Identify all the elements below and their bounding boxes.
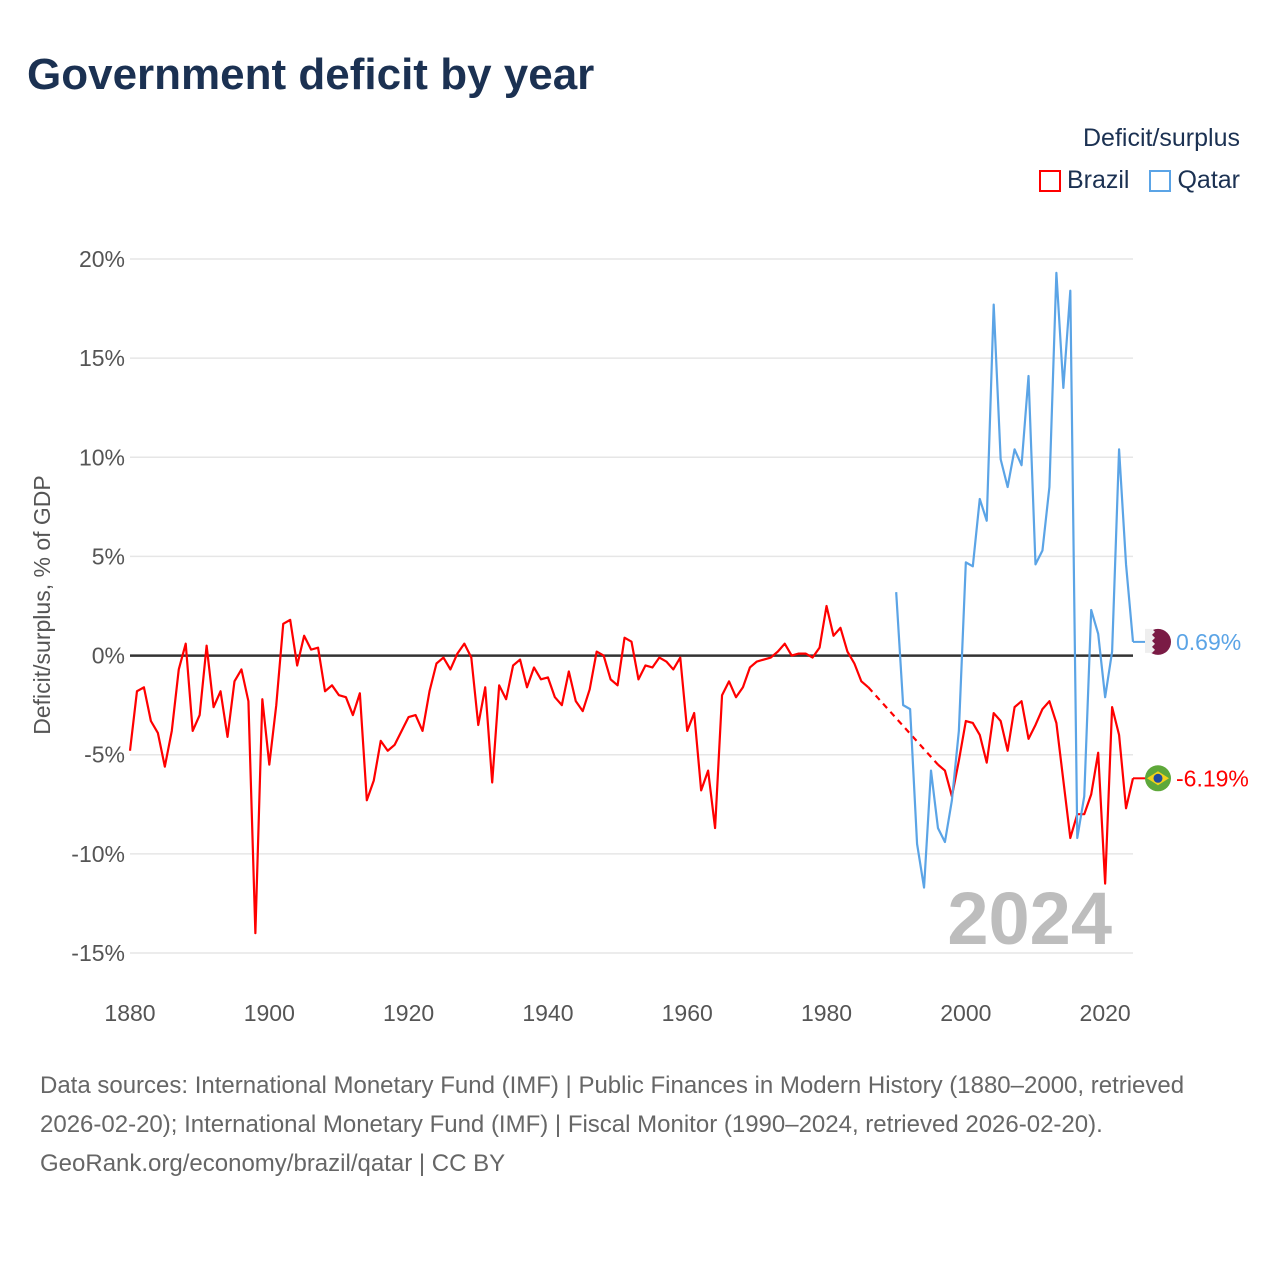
y-tick-label: -5% [84, 742, 125, 768]
y-tick-label: 20% [79, 246, 125, 272]
y-tick-label: 15% [79, 345, 125, 371]
legend-swatch-brazil [1038, 169, 1061, 192]
legend-swatch-qatar [1149, 169, 1172, 192]
qatar-flag-stripe [1145, 628, 1155, 653]
y-tick-label: 10% [79, 444, 125, 470]
legend-label-brazil: Brazil [1066, 166, 1130, 194]
footer: Data sources: International Monetary Fun… [40, 1066, 1240, 1183]
y-tick-label: -15% [71, 940, 125, 966]
x-tick-label: 1880 [104, 1000, 155, 1026]
y-tick-label: 5% [92, 543, 125, 569]
x-tick-label: 1960 [662, 1000, 713, 1026]
data-sources: Data sources: International Monetary Fun… [40, 1072, 1185, 1138]
end-label-qatar: 0.69% [1176, 629, 1241, 655]
x-tick-label: 2020 [1080, 1000, 1131, 1026]
credit-link[interactable]: GeoRank.org/economy/brazil/qatar | CC BY [40, 1150, 506, 1177]
x-tick-label: 2000 [940, 1000, 991, 1026]
legend-title: Deficit/surplus [1083, 124, 1240, 152]
legend: Brazil Qatar [1038, 166, 1240, 195]
legend-item-qatar[interactable]: Qatar [1149, 166, 1240, 195]
x-tick-label: 1900 [244, 1000, 295, 1026]
legend-item-brazil[interactable]: Brazil [1038, 166, 1130, 195]
brazil-flag-globe [1153, 773, 1163, 783]
series-line-brazil [128, 604, 870, 935]
y-tick-label: 0% [92, 643, 125, 669]
series-line-brazil [937, 700, 1135, 885]
series-line-qatar [895, 271, 1135, 889]
x-tick-label: 1940 [522, 1000, 573, 1026]
legend-label-qatar: Qatar [1177, 166, 1240, 194]
x-tick-label: 1920 [383, 1000, 434, 1026]
year-watermark: 2024 [947, 877, 1112, 960]
chart-title: Government deficit by year [27, 50, 595, 99]
x-tick-label: 1980 [801, 1000, 852, 1026]
y-tick-label: -10% [71, 841, 125, 867]
end-label-brazil: -6.19% [1176, 765, 1249, 791]
y-axis-label: Deficit/surplus, % of GDP [29, 475, 55, 734]
